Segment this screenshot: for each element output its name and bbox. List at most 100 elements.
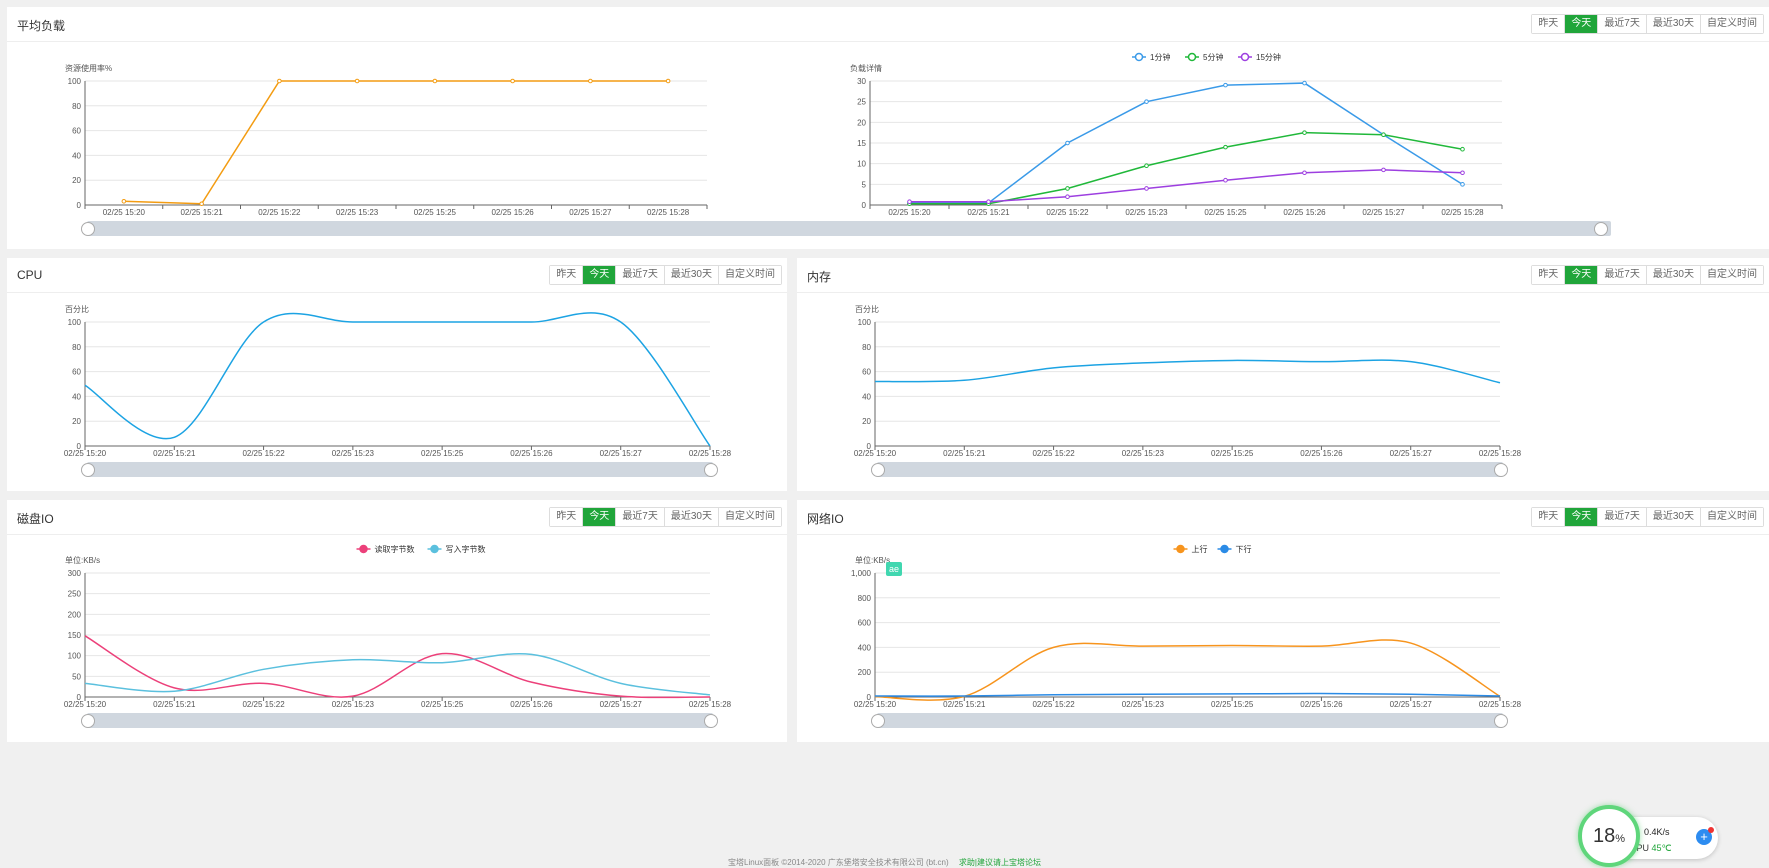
panel-divider (797, 534, 1769, 535)
range-today-button[interactable]: 今天 (1565, 266, 1599, 284)
y-tick-label: 25 (857, 98, 866, 107)
y-axis-label: 百分比 (855, 304, 879, 314)
zoom-slider-handle-right[interactable] (1494, 714, 1508, 728)
footer: 宝塔Linux面板 ©2014-2020 广东堡塔安全技术有限公司 (bt.cn… (0, 857, 1769, 868)
zoom-slider-handle-right[interactable] (704, 463, 718, 477)
data-point (588, 78, 593, 84)
range-today-button[interactable]: 今天 (583, 508, 617, 526)
x-tick-label: 02/25 15:28 (647, 208, 690, 217)
y-tick-label: 80 (862, 343, 871, 352)
range-today-button[interactable]: 今天 (1565, 15, 1599, 33)
range-custom-button[interactable]: 自定义时间 (719, 266, 781, 284)
zoom-slider-track[interactable] (87, 221, 1611, 236)
y-tick-label: 800 (858, 594, 872, 603)
x-tick-label: 02/25 15:27 (1390, 449, 1433, 458)
x-tick-label: 02/25 15:20 (854, 449, 897, 458)
range-yesterday-button[interactable]: 昨天 (1532, 266, 1566, 284)
zoom-slider-handle-left[interactable] (81, 714, 95, 728)
zoom-slider-track[interactable] (877, 713, 1503, 728)
range-30days-button[interactable]: 最近30天 (664, 266, 719, 284)
zoom-slider-handle-left[interactable] (81, 463, 95, 477)
y-tick-label: 150 (68, 631, 82, 640)
zoom-slider-handle-left[interactable] (871, 714, 885, 728)
y-tick-label: 60 (862, 368, 871, 377)
y-tick-label: 30 (857, 77, 866, 86)
series-line (84, 312, 711, 447)
x-tick-label: 02/25 15:21 (943, 700, 986, 709)
x-tick-label: 02/25 15:28 (1441, 208, 1484, 217)
y-tick-label: 0 (867, 693, 872, 702)
plus-icon[interactable]: + (1696, 829, 1712, 845)
x-tick-label: 02/25 15:21 (153, 449, 196, 458)
x-tick-label: 02/25 15:26 (1300, 700, 1343, 709)
footer-forum-link[interactable]: 求助|建议请上宝塔论坛 (958, 858, 1041, 867)
zoom-slider-handle-right[interactable] (1594, 222, 1608, 236)
data-point (1223, 177, 1228, 183)
y-tick-label: 250 (68, 590, 82, 599)
zoom-slider-handle-left[interactable] (871, 463, 885, 477)
disk-io-panel: 磁盘IO 昨天 今天 最近7天 最近30天 自定义时间 单位:KB/s 0 50 10… (7, 500, 787, 742)
range-7days-button[interactable]: 最近7天 (1598, 266, 1647, 284)
x-tick-label: 02/25 15:21 (943, 449, 986, 458)
x-tick-label: 02/25 15:21 (153, 700, 196, 709)
zoom-slider-handle-left[interactable] (81, 222, 95, 236)
range-7days-button[interactable]: 最近7天 (616, 266, 665, 284)
y-tick-label: 200 (858, 668, 872, 677)
range-30days-button[interactable]: 最近30天 (664, 508, 719, 526)
zoom-slider-handle-right[interactable] (704, 714, 718, 728)
range-7days-button[interactable]: 最近7天 (616, 508, 665, 526)
range-yesterday-button[interactable]: 昨天 (550, 508, 584, 526)
range-custom-button[interactable]: 自定义时间 (719, 508, 781, 526)
range-yesterday-button[interactable]: 昨天 (1532, 508, 1566, 526)
range-7days-button[interactable]: 最近7天 (1598, 508, 1647, 526)
series-line (84, 653, 711, 696)
legend-label: 读取字节数 (375, 544, 415, 554)
series-line (874, 639, 1501, 701)
y-tick-label: 400 (858, 643, 872, 652)
y-tick-label: 40 (862, 392, 871, 401)
range-30days-button[interactable]: 最近30天 (1646, 508, 1701, 526)
range-today-button[interactable]: 今天 (583, 266, 617, 284)
zoom-slider-track[interactable] (87, 462, 713, 477)
y-axis-label: 负载详情 (850, 63, 882, 73)
x-tick-label: 02/25 15:22 (1032, 700, 1075, 709)
y-tick-label: 5 (862, 180, 867, 189)
y-tick-label: 0 (867, 442, 872, 451)
memory-panel-title: 内存 (807, 270, 832, 284)
range-yesterday-button[interactable]: 昨天 (1532, 15, 1566, 33)
range-7days-button[interactable]: 最近7天 (1598, 15, 1647, 33)
range-button-group: 昨天 今天 最近7天 最近30天 自定义时间 (549, 507, 782, 527)
x-tick-label: 02/25 15:23 (336, 208, 379, 217)
range-custom-button[interactable]: 自定义时间 (1701, 266, 1763, 284)
x-tick-label: 02/25 15:28 (1479, 700, 1522, 709)
y-axis-label: 百分比 (65, 304, 89, 314)
series-line (909, 82, 1463, 204)
float-tag-icon[interactable]: ae (886, 562, 902, 576)
legend-marker (1134, 52, 1144, 62)
range-custom-button[interactable]: 自定义时间 (1701, 15, 1763, 33)
range-today-button[interactable]: 今天 (1565, 508, 1599, 526)
y-tick-label: 80 (72, 102, 81, 111)
cpu-temp-value: 45℃ (1651, 843, 1672, 853)
panel-divider (797, 292, 1769, 293)
y-tick-label: 100 (68, 318, 82, 327)
data-point (432, 78, 438, 84)
x-tick-label: 02/25 15:22 (1046, 208, 1089, 217)
range-yesterday-button[interactable]: 昨天 (550, 266, 584, 284)
legend-label: 1分钟 (1150, 52, 1170, 62)
x-tick-label: 02/25 15:22 (242, 449, 285, 458)
series-line (874, 692, 1501, 697)
zoom-slider-track[interactable] (877, 462, 1503, 477)
x-tick-label: 02/25 15:27 (600, 700, 643, 709)
y-tick-label: 0 (77, 201, 82, 210)
zoom-slider-track[interactable] (87, 713, 713, 728)
system-monitor-widget[interactable]: ↓ 0.4K/s CPU 45℃ + 18% (1578, 805, 1726, 867)
data-point (1302, 170, 1307, 176)
range-30days-button[interactable]: 最近30天 (1646, 266, 1701, 284)
range-30days-button[interactable]: 最近30天 (1646, 15, 1701, 33)
network-io-panel: 网络IO 昨天 今天 最近7天 最近30天 自定义时间 单位:KB/s 0 200 4… (797, 500, 1769, 742)
data-point (1381, 167, 1386, 173)
zoom-slider-handle-right[interactable] (1494, 463, 1508, 477)
legend-marker (1240, 52, 1250, 62)
range-custom-button[interactable]: 自定义时间 (1701, 508, 1763, 526)
